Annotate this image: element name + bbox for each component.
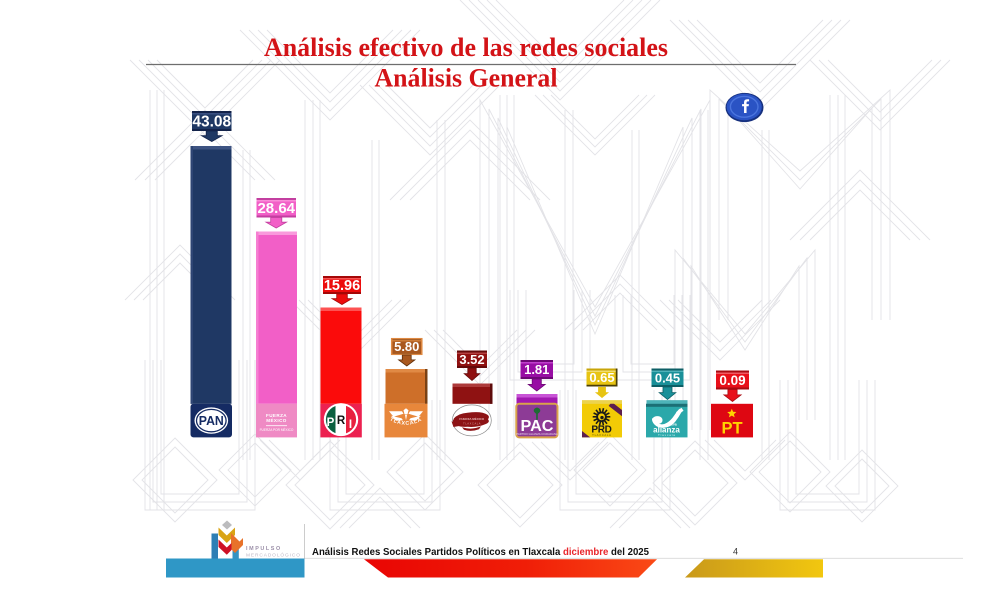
svg-text:T L A X C A L A: T L A X C A L A	[463, 421, 481, 425]
svg-text:4: 4	[733, 547, 738, 557]
svg-text:5.80: 5.80	[394, 339, 419, 354]
svg-text:FUERZA MÉXICO: FUERZA MÉXICO	[459, 416, 484, 421]
svg-text:1.81: 1.81	[524, 362, 549, 377]
svg-text:alianza: alianza	[653, 425, 680, 434]
svg-text:FUERZA POR MÉXICO: FUERZA POR MÉXICO	[260, 427, 294, 432]
svg-text:3.52: 3.52	[459, 352, 484, 367]
svg-text:0.09: 0.09	[719, 373, 745, 388]
svg-text:nueva: nueva	[667, 422, 676, 426]
svg-text:T l a x c a l a: T l a x c a l a	[658, 433, 675, 437]
svg-text:MERCADOLÓGICO: MERCADOLÓGICO	[246, 552, 301, 559]
svg-text:PARTIDO ALIANZA CIUDADANA: PARTIDO ALIANZA CIUDADANA	[516, 432, 558, 436]
svg-text:FUERZA: FUERZA	[266, 413, 287, 418]
svg-text:0.45: 0.45	[655, 370, 680, 385]
svg-text:IMPULSO: IMPULSO	[246, 546, 282, 552]
svg-text:Análisis General: Análisis General	[375, 64, 558, 93]
svg-text:PAN: PAN	[199, 413, 224, 428]
svg-text:R: R	[337, 415, 346, 427]
svg-text:MÉXICO: MÉXICO	[266, 416, 287, 423]
svg-text:PT: PT	[721, 419, 742, 437]
svg-text:P: P	[327, 417, 335, 429]
svg-text:28.64: 28.64	[257, 200, 295, 217]
svg-text:15.96: 15.96	[324, 278, 360, 294]
svg-text:PRD: PRD	[591, 424, 611, 435]
svg-text:Análisis Redes Sociales Parti: Análisis Redes Sociales Partidos Polític…	[312, 547, 649, 558]
svg-text:43.08: 43.08	[192, 114, 231, 131]
svg-text:T L A X C A L A: T L A X C A L A	[592, 433, 611, 437]
svg-text:PAC: PAC	[521, 418, 554, 435]
svg-text:I: I	[349, 419, 352, 431]
svg-text:Análisis efectivo de las redes: Análisis efectivo de las redes sociales	[264, 33, 668, 62]
svg-text:0.65: 0.65	[589, 370, 614, 385]
svg-text:TLAXCALA: TLAXCALA	[389, 417, 424, 427]
